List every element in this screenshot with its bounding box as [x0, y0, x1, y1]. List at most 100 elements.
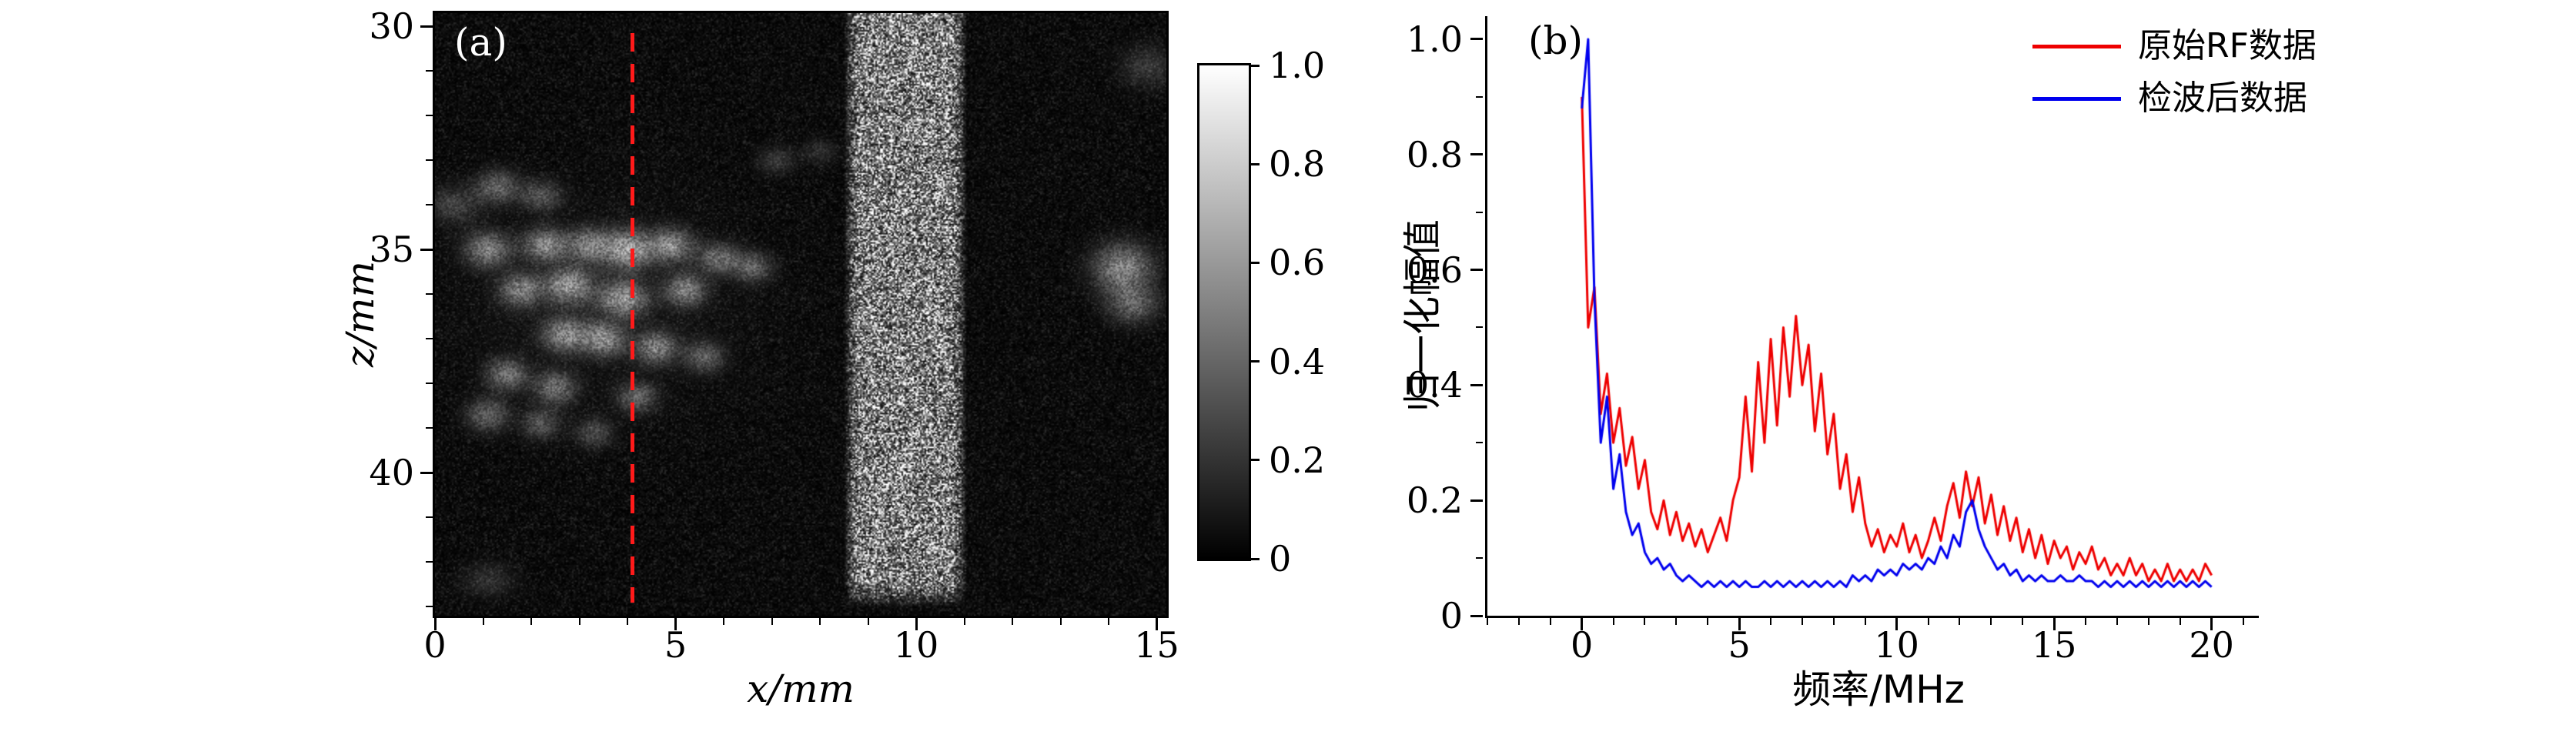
panel-a-z-tick: [420, 248, 433, 251]
panel-b-x-minor-tick: [1707, 618, 1709, 625]
panel-a-x-tick-label: 0: [423, 624, 447, 666]
panel-b-x-tick-label: 0: [1571, 624, 1594, 666]
panel-a-z-tick-label: 40: [369, 452, 414, 494]
legend-label-rf: 原始RF数据: [2138, 26, 2317, 65]
panel-b-x-minor-tick: [1487, 618, 1488, 625]
panel-a-x-tick: [1156, 618, 1158, 630]
panel-b-y-tick: [1470, 499, 1483, 502]
panel-b-x-tick: [2210, 618, 2213, 630]
panel-b-xlabel: 频率/MHz: [1792, 667, 1965, 712]
panel-a-z-minor-tick: [426, 383, 433, 385]
panel-b-y-tick: [1470, 383, 1483, 386]
panel-b-x-minor-tick: [1832, 618, 1835, 625]
panel-a-z-minor-tick: [426, 561, 433, 563]
panel-a-label: (a): [454, 20, 507, 65]
panel-b-x-minor-tick: [2242, 618, 2244, 625]
panel-b-x-minor-tick: [2179, 618, 2181, 625]
panel-a-x-tick-label: 5: [664, 624, 687, 666]
panel-b-x-tick: [1581, 618, 1584, 630]
panel-b-y-tick-label: 0.2: [1406, 479, 1463, 522]
colorbar-tick-label: 0: [1269, 538, 1292, 580]
panel-b-x-tick-label: 5: [1728, 624, 1751, 666]
panel-b-x-minor-tick: [1644, 618, 1646, 625]
panel-b-x-minor-tick: [1612, 618, 1614, 625]
panel-b-y-minor-tick: [1476, 442, 1483, 444]
panel-a-z-minor-tick: [426, 115, 433, 117]
panel-b-x-minor-tick: [2085, 618, 2087, 625]
panel-a-z-minor-tick: [426, 293, 433, 296]
panel-a-z-tick-label: 30: [369, 5, 414, 48]
panel-a-x-minor-tick: [1108, 618, 1109, 625]
panel-b-y-tick: [1470, 614, 1483, 617]
panel-b-x-tick-label: 20: [2189, 624, 2234, 666]
panel-a-x-minor-tick: [578, 618, 580, 625]
panel-b-x-tick: [1895, 618, 1899, 630]
panel-a-x-minor-tick: [771, 618, 773, 625]
panel-a-x-minor-tick: [723, 618, 724, 625]
panel-b-y-minor-tick: [1476, 326, 1483, 329]
panel-b-x-tick: [2052, 618, 2056, 630]
panel-a-x-tick-label: 15: [1134, 624, 1179, 666]
panel-b-label: (b): [1528, 18, 1584, 63]
panel-a-x-tick: [915, 618, 918, 630]
panel-b-x-minor-tick: [1549, 618, 1551, 625]
panel-b-x-minor-tick: [1801, 618, 1803, 625]
panel-b-x-tick-label: 15: [2031, 624, 2077, 666]
panel-b-x-minor-tick: [1517, 618, 1520, 625]
colorbar-tick: [1251, 459, 1260, 462]
panel-b-x-minor-tick: [1864, 618, 1866, 625]
panel-a-x-minor-tick: [963, 618, 965, 625]
panel-a-x-tick: [674, 618, 677, 630]
legend-line-red: [2032, 44, 2121, 48]
panel-a-z-minor-tick: [426, 338, 433, 340]
scanline-marker-dashed-line: [630, 33, 634, 603]
legend-entry-detected: 检波后数据: [2032, 82, 2307, 115]
panel-b-y-minor-tick: [1476, 95, 1483, 98]
panel-b-bottom-spine: [1485, 616, 2259, 618]
panel-a-z-minor-tick: [426, 427, 433, 429]
panel-a-z-minor-tick: [426, 70, 433, 72]
panel-a-z-tick: [420, 471, 433, 474]
colorbar-tick: [1251, 64, 1260, 67]
panel-b-x-minor-tick: [2022, 618, 2024, 625]
panel-b-x-minor-tick: [2147, 618, 2149, 625]
panel-b-y-tick-label: 1.0: [1406, 18, 1463, 60]
panel-a-x-minor-tick: [627, 618, 628, 625]
panel-b-y-minor-tick: [1476, 557, 1483, 560]
panel-b-x-minor-tick: [1990, 618, 1992, 625]
panel-b-x-tick: [1738, 618, 1741, 630]
panel-b-x-minor-tick: [1770, 618, 1772, 625]
panel-a-x-minor-tick: [1012, 618, 1013, 625]
panel-a-x-minor-tick: [867, 618, 869, 625]
panel-a-z-tick-label: 35: [369, 229, 414, 271]
panel-b-y-tick-label: 0: [1440, 595, 1463, 636]
panel-b-y-tick-label: 0.4: [1406, 364, 1463, 406]
colorbar-tick: [1251, 162, 1260, 165]
panel-a-x-minor-tick: [1059, 618, 1062, 625]
colorbar-tick-label: 1.0: [1269, 45, 1326, 86]
panel-b-x-minor-tick: [2116, 618, 2118, 625]
colorbar-tick: [1251, 261, 1260, 264]
panel-a-z-minor-tick: [426, 204, 433, 206]
panel-b-y-tick-label: 0.8: [1406, 133, 1463, 175]
colorbar-tick: [1251, 557, 1260, 560]
panel-a-z-minor-tick: [426, 606, 433, 608]
panel-b-x-minor-tick: [1927, 618, 1929, 625]
panel-b-y-tick: [1470, 269, 1483, 272]
colorbar-tick: [1251, 360, 1260, 363]
legend-entry-rf: 原始RF数据: [2032, 29, 2317, 63]
panel-a-z-tick: [420, 25, 433, 28]
colorbar-tick-label: 0.4: [1269, 340, 1326, 383]
ultrasound-image-canvas: [435, 13, 1166, 616]
legend-line-blue: [2032, 96, 2121, 101]
panel-a-x-minor-tick: [819, 618, 821, 625]
panel-a-ylabel: z/mm: [338, 260, 383, 368]
panel-a-x-minor-tick: [530, 618, 532, 625]
panel-b-y-tick: [1470, 38, 1483, 41]
panel-a-x-tick: [433, 618, 437, 630]
panel-a-x-minor-tick: [482, 618, 484, 625]
panel-b-x-minor-tick: [1675, 618, 1678, 625]
colorbar: [1199, 65, 1249, 559]
legend-label-detected: 检波后数据: [2138, 79, 2307, 118]
